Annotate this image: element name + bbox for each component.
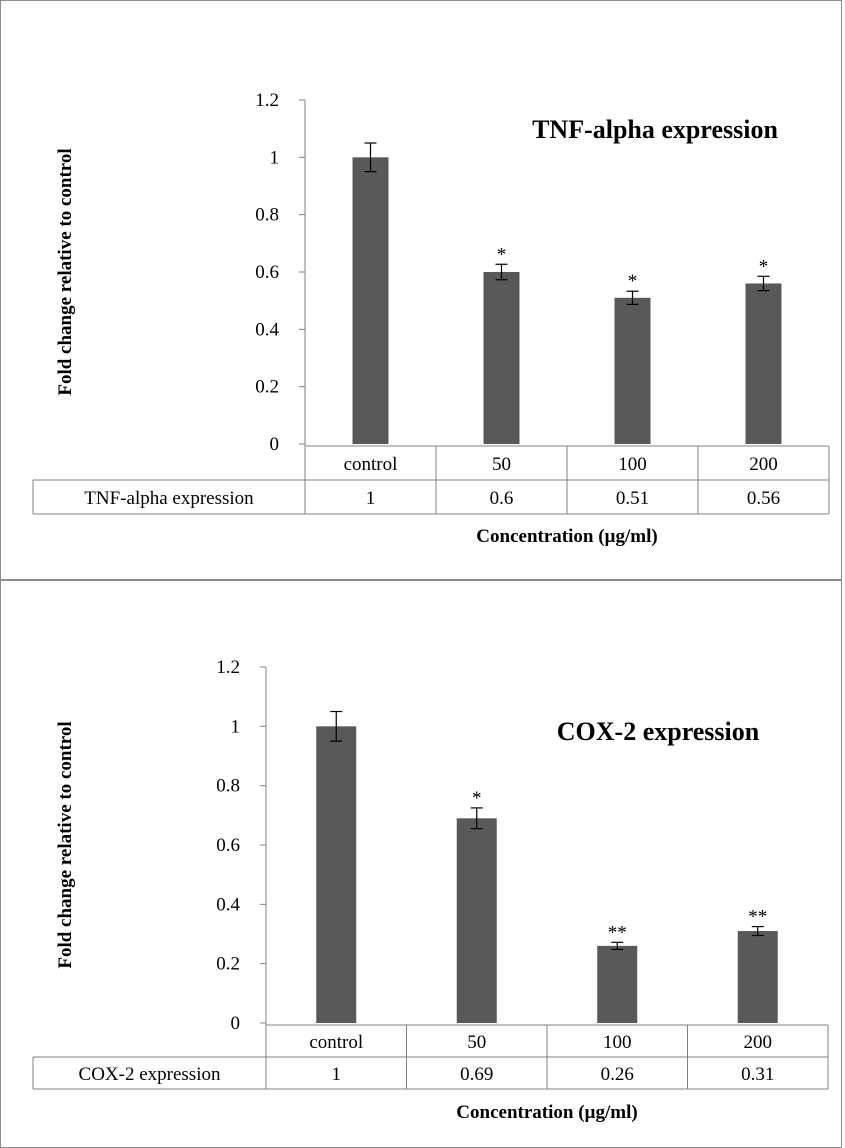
tnf-table-value: 0.6 [490,488,514,509]
cox2-table-value: 0.69 [460,1064,493,1085]
tnf-category-label: 200 [749,454,778,475]
cox2-chart-title: COX-2 expression [557,717,760,746]
tnf-y-tick-label: 0.4 [255,319,279,340]
cox2-y-tick-label: 0.6 [216,835,240,856]
tnf-y-axis-title: Fold change relative to control [55,148,76,395]
tnf-category-label: 100 [618,454,647,475]
tnf-bar-100 [614,297,651,444]
tnf-table-value: 0.56 [747,488,780,509]
cox2-x-axis-title: Concentration (µg/ml) [456,1102,637,1123]
cox2-y-tick-label: 1 [231,716,241,737]
tnf-category-label: 50 [492,454,511,475]
cox2-category-label: control [309,1032,363,1053]
cox2-bar-50 [456,818,497,1023]
tnf-bar-control [352,157,389,445]
cox2-significance-marker: ** [748,907,767,928]
cox2-category-label: 200 [744,1032,773,1053]
cox2-y-tick-label: 0.2 [216,954,240,975]
tnf-y-tick-label: 0.8 [255,205,279,226]
cox2-category-label: 50 [467,1032,486,1053]
cox2-table-value: 0.26 [601,1064,634,1085]
cox2-y-tick-label: 0 [231,1013,241,1034]
tnf-bar-200 [745,283,782,444]
cox2-bar-control [316,726,357,1023]
tnf-y-tick-label: 0.6 [255,262,279,283]
cox2-significance-marker: ** [608,922,627,943]
tnf-series-label: TNF-alpha expression [84,488,254,509]
cox2-bar-200 [737,931,778,1023]
tnf-significance-marker: * [497,244,507,265]
tnf-chart-title: TNF-alpha expression [532,115,778,144]
tnf-y-tick-label: 0 [270,434,280,455]
chart-panel-tnf [0,0,842,580]
tnf-y-tick-label: 0.2 [255,377,279,398]
cox2-bar-100 [597,945,638,1023]
cox2-table-value: 0.31 [741,1064,774,1085]
cox2-y-tick-label: 0.8 [216,776,240,797]
cox2-y-tick-label: 0.4 [216,894,240,915]
tnf-category-label: control [344,454,398,475]
cox2-significance-marker: * [472,788,482,809]
tnf-x-axis-title: Concentration (µg/ml) [476,526,657,547]
cox2-y-axis-title: Fold change relative to control [55,721,76,968]
tnf-table-value: 0.51 [616,488,649,509]
cox2-series-label: COX-2 expression [79,1064,221,1085]
tnf-y-tick-label: 1 [270,147,280,168]
tnf-bar-50 [483,272,520,444]
cox2-table-value: 1 [332,1064,342,1085]
tnf-y-tick-label: 1.2 [255,90,279,111]
tnf-significance-marker: * [628,271,638,292]
tnf-table-value: 1 [366,488,376,509]
tnf-significance-marker: * [759,256,769,277]
cox2-category-label: 100 [603,1032,632,1053]
cox2-y-tick-label: 1.2 [216,657,240,678]
